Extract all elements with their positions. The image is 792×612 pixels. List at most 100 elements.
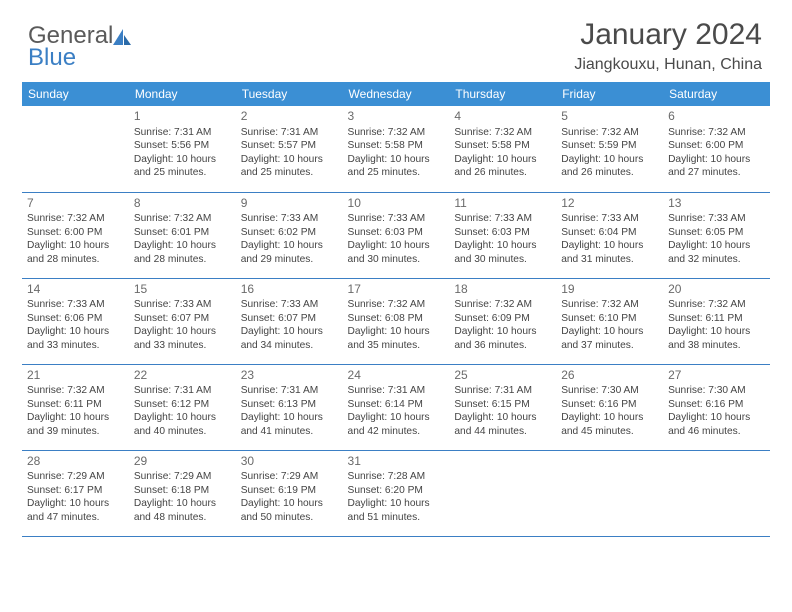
day-info-line: Sunrise: 7:32 AM bbox=[454, 126, 551, 139]
day-info-line: Daylight: 10 hours bbox=[454, 239, 551, 252]
calendar-day-cell: 10Sunrise: 7:33 AMSunset: 6:03 PMDayligh… bbox=[343, 192, 450, 278]
day-info-line: Daylight: 10 hours bbox=[241, 497, 338, 510]
weekday-header: Wednesday bbox=[343, 82, 450, 106]
day-info-line: Sunrise: 7:33 AM bbox=[241, 298, 338, 311]
day-info-line: Daylight: 10 hours bbox=[134, 239, 231, 252]
day-number: 2 bbox=[241, 109, 338, 125]
day-info-line: Daylight: 10 hours bbox=[668, 325, 765, 338]
day-info-line: Sunset: 6:18 PM bbox=[134, 484, 231, 497]
day-info-line: and 41 minutes. bbox=[241, 425, 338, 438]
day-info-line: Sunset: 6:11 PM bbox=[27, 398, 124, 411]
calendar-day-cell: 31Sunrise: 7:28 AMSunset: 6:20 PMDayligh… bbox=[343, 450, 450, 536]
day-info-line: Daylight: 10 hours bbox=[241, 239, 338, 252]
day-info-line: and 26 minutes. bbox=[454, 166, 551, 179]
day-number: 8 bbox=[134, 196, 231, 212]
calendar-day-cell: 25Sunrise: 7:31 AMSunset: 6:15 PMDayligh… bbox=[449, 364, 556, 450]
day-number: 5 bbox=[561, 109, 658, 125]
day-number: 9 bbox=[241, 196, 338, 212]
weekday-header: Sunday bbox=[22, 82, 129, 106]
day-number: 3 bbox=[348, 109, 445, 125]
day-info-line: Sunset: 6:03 PM bbox=[454, 226, 551, 239]
day-info-line: Sunset: 6:12 PM bbox=[134, 398, 231, 411]
day-info-line: and 36 minutes. bbox=[454, 339, 551, 352]
day-info-line: Sunrise: 7:31 AM bbox=[454, 384, 551, 397]
day-info-line: and 39 minutes. bbox=[27, 425, 124, 438]
calendar-day-cell: 28Sunrise: 7:29 AMSunset: 6:17 PMDayligh… bbox=[22, 450, 129, 536]
day-info-line: Daylight: 10 hours bbox=[348, 411, 445, 424]
day-info-line: Sunset: 6:20 PM bbox=[348, 484, 445, 497]
calendar-week-row: 1Sunrise: 7:31 AMSunset: 5:56 PMDaylight… bbox=[22, 106, 770, 192]
day-number: 6 bbox=[668, 109, 765, 125]
day-info-line: Sunset: 5:59 PM bbox=[561, 139, 658, 152]
day-info-line: Daylight: 10 hours bbox=[241, 153, 338, 166]
page-title: January 2024 bbox=[580, 18, 762, 52]
day-info-line: Daylight: 10 hours bbox=[241, 411, 338, 424]
day-info-line: Sunrise: 7:29 AM bbox=[27, 470, 124, 483]
day-info-line: Daylight: 10 hours bbox=[27, 497, 124, 510]
day-info-line: Daylight: 10 hours bbox=[348, 153, 445, 166]
day-info-line: Sunrise: 7:30 AM bbox=[561, 384, 658, 397]
day-info-line: and 26 minutes. bbox=[561, 166, 658, 179]
day-info-line: and 40 minutes. bbox=[134, 425, 231, 438]
day-number: 19 bbox=[561, 282, 658, 298]
day-info-line: Daylight: 10 hours bbox=[454, 325, 551, 338]
day-info-line: Sunset: 5:58 PM bbox=[454, 139, 551, 152]
calendar-day-cell: 18Sunrise: 7:32 AMSunset: 6:09 PMDayligh… bbox=[449, 278, 556, 364]
calendar-day-cell: 26Sunrise: 7:30 AMSunset: 6:16 PMDayligh… bbox=[556, 364, 663, 450]
day-number: 18 bbox=[454, 282, 551, 298]
day-number: 12 bbox=[561, 196, 658, 212]
day-info-line: Sunset: 5:56 PM bbox=[134, 139, 231, 152]
day-info-line: and 46 minutes. bbox=[668, 425, 765, 438]
day-info-line: and 30 minutes. bbox=[454, 253, 551, 266]
day-info-line: Daylight: 10 hours bbox=[561, 239, 658, 252]
logo: General Blue bbox=[28, 22, 133, 72]
day-info-line: Sunrise: 7:33 AM bbox=[348, 212, 445, 225]
day-number: 4 bbox=[454, 109, 551, 125]
calendar-day-cell: 3Sunrise: 7:32 AMSunset: 5:58 PMDaylight… bbox=[343, 106, 450, 192]
day-info-line: and 42 minutes. bbox=[348, 425, 445, 438]
day-number: 17 bbox=[348, 282, 445, 298]
day-info-line: Sunrise: 7:33 AM bbox=[134, 298, 231, 311]
day-info-line: Sunset: 6:13 PM bbox=[241, 398, 338, 411]
day-info-line: Daylight: 10 hours bbox=[27, 411, 124, 424]
day-number: 28 bbox=[27, 454, 124, 470]
day-info-line: Daylight: 10 hours bbox=[348, 497, 445, 510]
day-info-line: Sunrise: 7:32 AM bbox=[134, 212, 231, 225]
day-info-line: Sunrise: 7:28 AM bbox=[348, 470, 445, 483]
day-number: 25 bbox=[454, 368, 551, 384]
calendar-day-cell: 14Sunrise: 7:33 AMSunset: 6:06 PMDayligh… bbox=[22, 278, 129, 364]
day-info-line: and 44 minutes. bbox=[454, 425, 551, 438]
day-info-line: Daylight: 10 hours bbox=[561, 153, 658, 166]
calendar-day-cell: 22Sunrise: 7:31 AMSunset: 6:12 PMDayligh… bbox=[129, 364, 236, 450]
day-info-line: Sunrise: 7:29 AM bbox=[241, 470, 338, 483]
day-info-line: Sunrise: 7:33 AM bbox=[561, 212, 658, 225]
day-number: 7 bbox=[27, 196, 124, 212]
calendar-day-cell: 27Sunrise: 7:30 AMSunset: 6:16 PMDayligh… bbox=[663, 364, 770, 450]
calendar-day-cell: 7Sunrise: 7:32 AMSunset: 6:00 PMDaylight… bbox=[22, 192, 129, 278]
weekday-header: Friday bbox=[556, 82, 663, 106]
day-info-line: Sunset: 6:05 PM bbox=[668, 226, 765, 239]
day-info-line: Daylight: 10 hours bbox=[27, 325, 124, 338]
calendar-day-cell: 8Sunrise: 7:32 AMSunset: 6:01 PMDaylight… bbox=[129, 192, 236, 278]
day-info-line: and 28 minutes. bbox=[27, 253, 124, 266]
calendar-day-cell: 2Sunrise: 7:31 AMSunset: 5:57 PMDaylight… bbox=[236, 106, 343, 192]
day-info-line: and 25 minutes. bbox=[134, 166, 231, 179]
day-info-line: and 35 minutes. bbox=[348, 339, 445, 352]
day-info-line: Sunrise: 7:32 AM bbox=[561, 298, 658, 311]
day-info-line: Sunset: 6:14 PM bbox=[348, 398, 445, 411]
day-info-line: Sunrise: 7:31 AM bbox=[134, 126, 231, 139]
weekday-header: Tuesday bbox=[236, 82, 343, 106]
calendar-day-cell: 12Sunrise: 7:33 AMSunset: 6:04 PMDayligh… bbox=[556, 192, 663, 278]
day-info-line: Sunset: 6:19 PM bbox=[241, 484, 338, 497]
day-number: 21 bbox=[27, 368, 124, 384]
day-info-line: Daylight: 10 hours bbox=[454, 153, 551, 166]
day-info-line: and 47 minutes. bbox=[27, 511, 124, 524]
day-info-line: Sunrise: 7:31 AM bbox=[241, 126, 338, 139]
weekday-header: Thursday bbox=[449, 82, 556, 106]
day-info-line: and 45 minutes. bbox=[561, 425, 658, 438]
day-info-line: and 31 minutes. bbox=[561, 253, 658, 266]
day-info-line: Daylight: 10 hours bbox=[134, 153, 231, 166]
day-number: 23 bbox=[241, 368, 338, 384]
day-info-line: and 38 minutes. bbox=[668, 339, 765, 352]
day-info-line: and 25 minutes. bbox=[348, 166, 445, 179]
